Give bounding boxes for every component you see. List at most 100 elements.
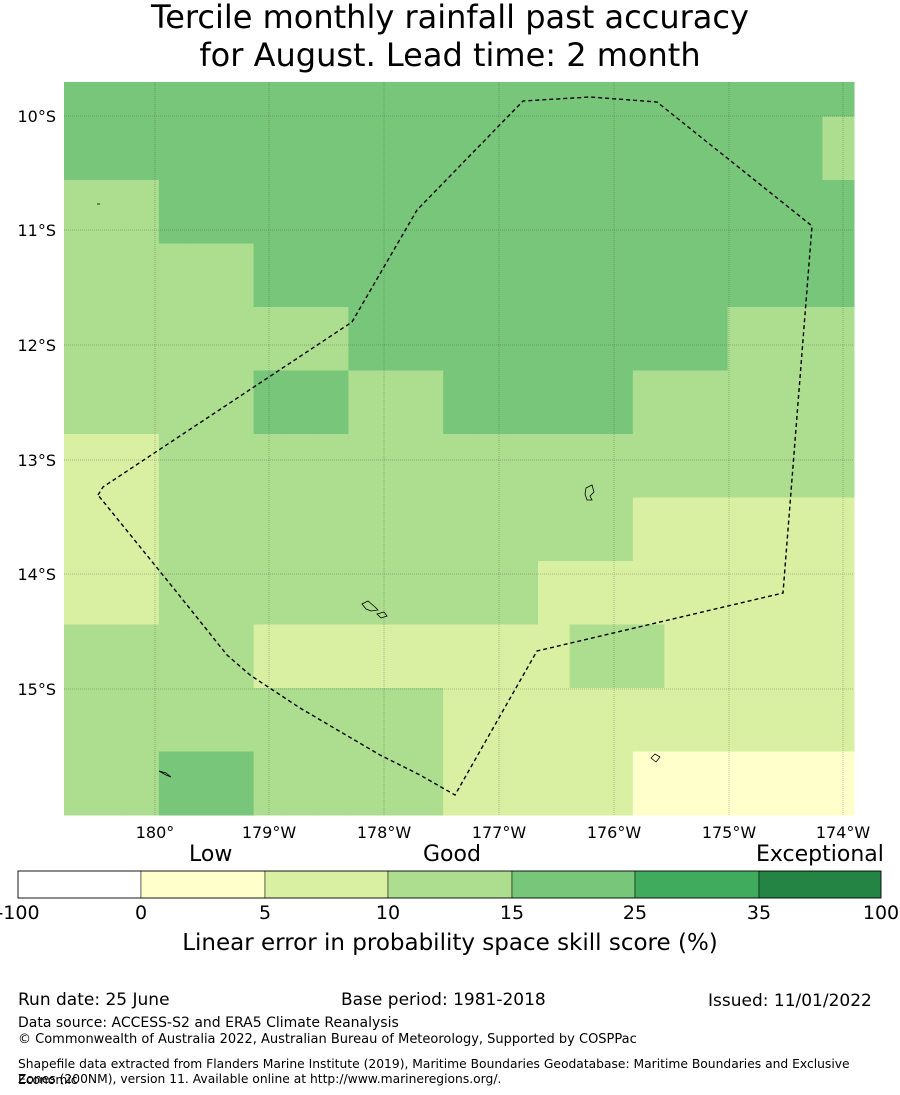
skill-cell xyxy=(664,307,697,371)
skill-cell xyxy=(790,116,823,181)
skill-cell xyxy=(380,624,413,689)
skill-cell xyxy=(158,688,191,752)
skill-cell xyxy=(127,307,160,371)
skill-cell xyxy=(727,116,760,181)
skill-cell xyxy=(474,688,507,752)
skill-cell xyxy=(222,497,255,562)
skill-cell xyxy=(759,370,792,435)
island-outline xyxy=(376,611,388,619)
skill-cell xyxy=(474,116,507,181)
colorbar-tick-label: 10 xyxy=(375,902,401,924)
skill-cell xyxy=(443,561,476,625)
skill-cell xyxy=(411,688,444,752)
skill-cell xyxy=(222,180,255,244)
skill-cell xyxy=(380,116,413,181)
longitude-label: 180° xyxy=(136,823,175,842)
longitude-labels: 180° 179°W 178°W 177°W 176°W 175°W 174°W xyxy=(136,823,871,842)
skill-cell xyxy=(348,751,381,816)
skill-cell xyxy=(190,434,223,498)
skill-cell xyxy=(443,180,476,244)
skill-cell xyxy=(316,561,349,625)
skill-cell xyxy=(443,624,476,689)
skill-cell xyxy=(222,243,255,308)
skill-cell xyxy=(190,751,223,816)
skill-cell xyxy=(380,370,413,435)
skill-cell xyxy=(285,624,318,689)
skill-cell xyxy=(569,688,602,752)
skill-cell xyxy=(380,497,413,562)
skill-cell xyxy=(348,307,381,371)
skill-cell xyxy=(474,307,507,371)
run-date: Run date: 25 June xyxy=(18,990,170,1010)
skill-cell xyxy=(822,116,855,181)
skill-cell xyxy=(632,370,665,435)
skill-cell xyxy=(696,243,729,308)
island-outline xyxy=(361,600,379,612)
skill-cell xyxy=(538,116,571,181)
skill-cell xyxy=(727,688,760,752)
skill-cell xyxy=(222,561,255,625)
skill-cell xyxy=(127,434,160,498)
skill-cell xyxy=(95,82,128,117)
colorbar-tick-label: 0 xyxy=(134,902,148,924)
skill-cell xyxy=(601,751,634,816)
latitude-labels: 10°S 11°S 12°S 13°S 14°S 15°S xyxy=(17,107,56,699)
skill-cell xyxy=(285,307,318,371)
skill-cell xyxy=(759,116,792,181)
skill-cell xyxy=(158,561,191,625)
skill-cell xyxy=(64,624,97,689)
colorbar-segment xyxy=(511,870,636,899)
skill-cell xyxy=(601,688,634,752)
skill-cell xyxy=(95,497,128,562)
skill-cell xyxy=(696,370,729,435)
skill-cell xyxy=(190,497,223,562)
shapefile-credit-line-1: Shapefile data extracted from Flanders M… xyxy=(18,1057,850,1087)
skill-cell xyxy=(506,751,539,816)
colorbar-segment xyxy=(387,870,513,899)
colorbar-tick-label: 35 xyxy=(746,902,772,924)
legend-category-good: Good xyxy=(423,842,481,867)
skill-cell xyxy=(380,434,413,498)
skill-cell xyxy=(727,624,760,689)
skill-cell xyxy=(822,180,855,244)
skill-cell xyxy=(601,434,634,498)
longitude-label: 176°W xyxy=(587,823,642,842)
skill-cell xyxy=(222,751,255,816)
skill-cell xyxy=(411,307,444,371)
skill-cell xyxy=(664,561,697,625)
skill-cell xyxy=(443,434,476,498)
skill-cell xyxy=(95,370,128,435)
skill-cell xyxy=(443,243,476,308)
skill-cell xyxy=(538,243,571,308)
skill-cell xyxy=(632,243,665,308)
skill-cell xyxy=(285,180,318,244)
skill-cell xyxy=(285,497,318,562)
base-period: Base period: 1981-2018 xyxy=(341,990,546,1010)
skill-cell xyxy=(506,180,539,244)
skill-cell xyxy=(506,116,539,181)
skill-cell xyxy=(506,82,539,117)
skill-cell xyxy=(538,180,571,244)
skill-cell xyxy=(95,561,128,625)
skill-cell xyxy=(506,370,539,435)
skill-cell xyxy=(348,561,381,625)
skill-cell xyxy=(601,561,634,625)
skill-cell xyxy=(759,624,792,689)
skill-cell xyxy=(380,751,413,816)
map-title-line-2: for August. Lead time: 2 month xyxy=(199,36,701,74)
skill-cell xyxy=(569,307,602,371)
skill-cell xyxy=(158,243,191,308)
skill-cell xyxy=(64,434,97,498)
skill-cell xyxy=(822,751,855,816)
skill-cell xyxy=(285,243,318,308)
skill-cell xyxy=(538,497,571,562)
skill-cell xyxy=(632,116,665,181)
longitude-label: 178°W xyxy=(357,823,412,842)
skill-cell xyxy=(664,180,697,244)
skill-cell xyxy=(506,307,539,371)
skill-cell xyxy=(190,624,223,689)
skill-cell xyxy=(474,180,507,244)
skill-cell xyxy=(127,82,160,117)
skill-cell xyxy=(222,688,255,752)
